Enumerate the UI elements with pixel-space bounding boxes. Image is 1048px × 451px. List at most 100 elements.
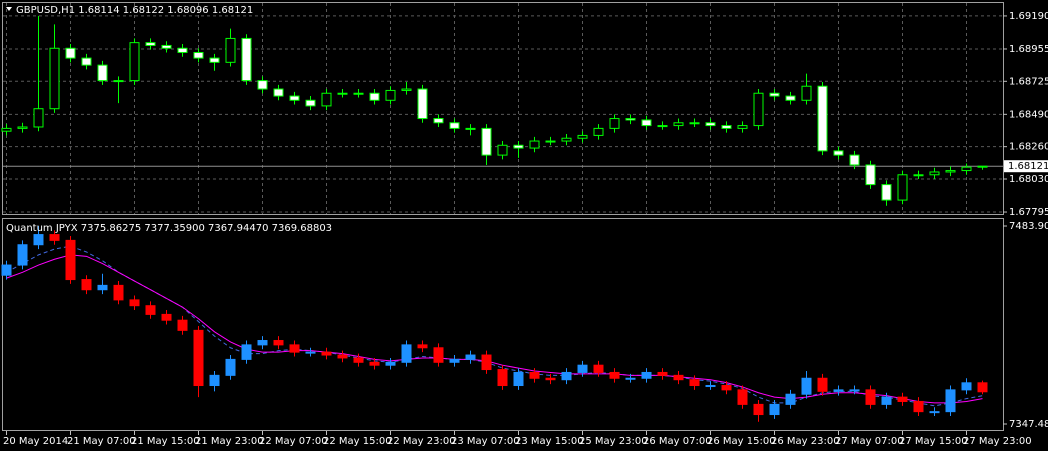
candle-body: [369, 92, 380, 101]
candle-body: [417, 344, 428, 349]
candle-body: [769, 403, 780, 416]
candle-body: [545, 140, 556, 143]
x-tick-label: 27 May 23:00: [963, 436, 1032, 447]
price-label-box: [1004, 160, 1048, 173]
candle-body: [449, 358, 460, 363]
candle-body: [961, 382, 972, 391]
candle-body: [801, 85, 812, 101]
candle-body: [561, 137, 572, 142]
candle-body: [593, 364, 604, 373]
candle-body: [849, 389, 860, 392]
candle-body: [289, 95, 300, 101]
candle-body: [657, 125, 668, 128]
candle-body: [641, 119, 652, 127]
candle-body: [849, 154, 860, 166]
candle-body: [385, 361, 396, 366]
plot-layer: 1.69190 1.68955 1.68725 1.68490 1.68260 1.680…: [1, 3, 1048, 447]
indicator-pane-frame: [2, 218, 1004, 431]
y-tick-label: 1.68030: [1009, 174, 1048, 185]
indicator-pane-title: Quantum JPYX 7375.86275 7377.35900 7367.…: [6, 223, 332, 234]
candle-body: [753, 92, 764, 127]
candle-body: [897, 396, 908, 402]
candle-body: [257, 80, 268, 90]
candle-body: [113, 284, 124, 301]
x-tick-label: 26 May 15:00: [707, 436, 776, 447]
candle-body: [593, 127, 604, 136]
candle-body: [97, 64, 108, 82]
x-tick-label: 25 May 23:00: [579, 436, 648, 447]
x-tick-label: 23 May 15:00: [515, 436, 584, 447]
candle-body: [289, 344, 300, 353]
candle-body: [513, 371, 524, 387]
candle-body: [369, 361, 380, 366]
candle-body: [497, 369, 508, 387]
x-tick-label: 22 May 23:00: [387, 436, 456, 447]
candle-body: [865, 164, 876, 186]
x-tick-label: 23 May 07:00: [451, 436, 520, 447]
candle-body: [177, 319, 188, 331]
candle-body: [353, 92, 364, 95]
x-tick-label: 27 May 15:00: [899, 436, 968, 447]
candle-body: [465, 354, 476, 360]
candle-body: [817, 377, 828, 392]
candle-body: [689, 379, 700, 387]
x-tick-label: 27 May 07:00: [835, 436, 904, 447]
candle-body: [193, 51, 204, 59]
candle-body: [33, 108, 44, 128]
candle-body: [481, 354, 492, 371]
price-pane-title: GBPUSD,H1 1.68114 1.68122 1.68096 1.6812…: [16, 5, 253, 16]
candle-body: [673, 122, 684, 127]
price-label: 1.68121: [1008, 161, 1048, 172]
candle-body: [833, 150, 844, 156]
candle-body: [353, 357, 364, 363]
x-tick-label: 26 May 23:00: [771, 436, 840, 447]
x-tick-label: 26 May 07:00: [643, 436, 712, 447]
candle-body: [705, 122, 716, 127]
x-tick-label: 21 May 07:00: [67, 436, 136, 447]
candle-body: [945, 389, 956, 413]
candle-body: [49, 47, 60, 110]
x-tick-label: 22 May 15:00: [323, 436, 392, 447]
candle-body: [465, 127, 476, 130]
candle-body: [337, 92, 348, 95]
candle-body: [209, 57, 220, 63]
candle-body: [625, 118, 636, 121]
candle-body: [881, 396, 892, 405]
candle-body: [481, 127, 492, 156]
candle-body: [305, 351, 316, 354]
x-tick-label: 20 May 2014: [3, 436, 68, 447]
candle-body: [241, 344, 252, 360]
candle-body: [785, 393, 796, 405]
y-tick-label: 1.68725: [1009, 76, 1048, 87]
candle-body: [625, 377, 636, 380]
x-tick-label: 21 May 23:00: [195, 436, 264, 447]
candle-body: [65, 239, 76, 281]
candle-body: [785, 95, 796, 101]
candle-body: [401, 344, 412, 363]
candle-body: [161, 44, 172, 49]
candle-body: [273, 340, 284, 346]
candle-body: [833, 389, 844, 392]
candle-body: [609, 118, 620, 129]
candle-body: [529, 371, 540, 379]
candle-body: [865, 389, 876, 405]
y-tick-label: 1.69190: [1009, 11, 1048, 22]
candle-body: [81, 57, 92, 66]
candle-body: [977, 165, 988, 168]
candle-body: [977, 382, 988, 393]
candle-body: [929, 411, 940, 414]
candle-body: [929, 171, 940, 176]
candle-body: [81, 279, 92, 291]
candle-body: [49, 234, 60, 241]
candle-body: [913, 400, 924, 413]
candle-body: [817, 85, 828, 152]
candle-body: [689, 122, 700, 125]
candle-body: [273, 88, 284, 97]
pane-menu-arrow: [6, 7, 12, 11]
candle-body: [497, 144, 508, 156]
candle-body: [673, 374, 684, 381]
candle-body: [513, 144, 524, 149]
candle-body: [385, 89, 396, 101]
y-tick-label: 1.68260: [1009, 142, 1048, 153]
candle-body: [801, 377, 812, 395]
